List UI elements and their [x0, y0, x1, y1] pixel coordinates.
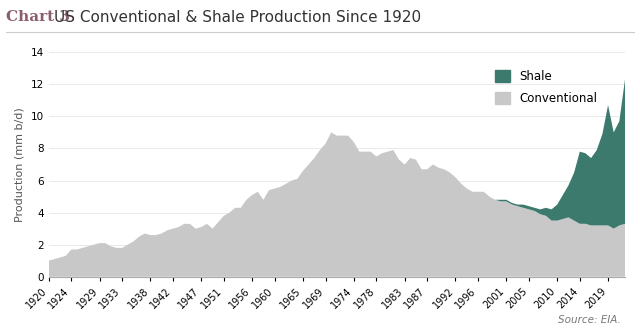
Text: Chart 3: Chart 3: [6, 10, 70, 24]
Text: Source: EIA.: Source: EIA.: [558, 315, 621, 325]
Y-axis label: Production (mm b/d): Production (mm b/d): [15, 107, 25, 222]
Text: US Conventional & Shale Production Since 1920: US Conventional & Shale Production Since…: [54, 10, 422, 25]
Legend: Shale, Conventional: Shale, Conventional: [491, 65, 602, 110]
